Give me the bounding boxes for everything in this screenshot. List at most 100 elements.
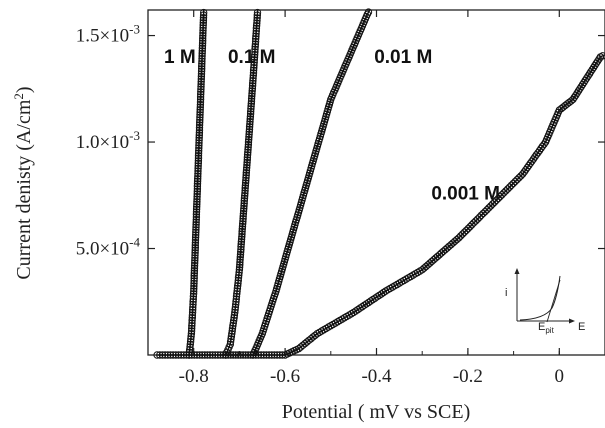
data-point bbox=[513, 175, 521, 184]
data-point bbox=[246, 110, 255, 118]
data-point bbox=[273, 351, 281, 359]
data-point bbox=[189, 292, 198, 301]
data-point bbox=[199, 21, 207, 29]
data-point bbox=[191, 249, 199, 257]
data-point bbox=[234, 282, 242, 290]
data-point bbox=[195, 141, 203, 150]
data-point bbox=[211, 351, 219, 359]
data-point bbox=[253, 14, 261, 22]
data-point bbox=[237, 240, 245, 249]
data-point bbox=[246, 115, 254, 123]
data-point bbox=[249, 69, 258, 77]
data-point bbox=[235, 266, 244, 274]
inset-epit-main: E bbox=[538, 321, 545, 333]
data-point bbox=[193, 198, 201, 206]
data-point bbox=[196, 103, 205, 111]
data-point bbox=[187, 332, 195, 341]
data-point bbox=[483, 206, 491, 214]
data-point bbox=[172, 351, 180, 359]
data-point bbox=[195, 144, 203, 152]
data-point bbox=[236, 255, 244, 264]
data-point bbox=[237, 248, 245, 256]
data-point bbox=[251, 45, 259, 53]
series-1-m bbox=[153, 8, 208, 359]
series-label: 0.1 M bbox=[228, 47, 276, 68]
data-point bbox=[511, 177, 519, 186]
data-point bbox=[190, 269, 199, 277]
data-point bbox=[190, 279, 198, 288]
data-point bbox=[194, 149, 203, 157]
data-point bbox=[195, 134, 203, 142]
inset-x-label: E bbox=[578, 321, 585, 333]
series-0-01-m bbox=[222, 8, 373, 359]
inset-epit-sub: pit bbox=[545, 326, 554, 335]
data-point bbox=[492, 196, 501, 205]
data-point bbox=[243, 163, 251, 172]
data-point bbox=[464, 224, 472, 233]
data-point bbox=[226, 338, 235, 346]
data-point bbox=[244, 138, 253, 146]
data-point bbox=[187, 327, 196, 335]
data-point bbox=[196, 116, 204, 124]
data-point bbox=[198, 351, 206, 359]
data-point bbox=[240, 197, 249, 205]
data-point bbox=[242, 166, 251, 174]
data-point bbox=[494, 194, 502, 203]
data-point bbox=[189, 290, 198, 298]
data-point bbox=[245, 133, 253, 141]
inset-y-label: i bbox=[505, 287, 507, 299]
data-point bbox=[250, 61, 258, 69]
y-axis-title-end: ) bbox=[13, 86, 35, 93]
data-point bbox=[198, 60, 206, 68]
data-point bbox=[239, 207, 248, 215]
data-point bbox=[199, 19, 208, 27]
data-point bbox=[240, 194, 249, 203]
data-point bbox=[462, 226, 470, 235]
data-point bbox=[196, 93, 205, 101]
data-point bbox=[192, 228, 200, 237]
data-point bbox=[228, 327, 236, 335]
data-point bbox=[198, 44, 207, 52]
data-point bbox=[188, 311, 197, 319]
x-tick-label: 0 bbox=[555, 366, 565, 387]
data-point bbox=[188, 314, 197, 322]
data-point bbox=[161, 351, 169, 359]
data-point bbox=[257, 351, 265, 359]
data-point bbox=[246, 120, 254, 128]
data-point bbox=[195, 129, 204, 137]
data-point bbox=[244, 146, 252, 154]
data-point bbox=[245, 123, 254, 131]
series-label: 0.01 M bbox=[374, 47, 432, 68]
data-point bbox=[250, 64, 258, 72]
data-point bbox=[192, 221, 200, 229]
data-point bbox=[186, 343, 194, 351]
data-point bbox=[247, 105, 255, 113]
data-point bbox=[194, 167, 202, 175]
data-point bbox=[191, 254, 199, 262]
data-point bbox=[233, 287, 241, 295]
data-point bbox=[194, 164, 202, 173]
data-point bbox=[246, 117, 254, 126]
data-point bbox=[268, 351, 276, 359]
data-point bbox=[186, 340, 195, 349]
data-point bbox=[229, 319, 238, 327]
data-point bbox=[238, 230, 246, 238]
data-point bbox=[153, 351, 161, 359]
data-point bbox=[187, 335, 195, 343]
data-point bbox=[198, 52, 206, 60]
data-point bbox=[249, 74, 257, 82]
data-point bbox=[233, 290, 241, 298]
data-point bbox=[227, 332, 236, 341]
data-point bbox=[251, 40, 260, 48]
data-point bbox=[196, 100, 205, 109]
data-point bbox=[198, 65, 206, 73]
inset-y-arrow bbox=[514, 268, 520, 274]
data-point bbox=[253, 11, 261, 19]
data-point bbox=[195, 139, 203, 147]
data-point bbox=[190, 277, 198, 285]
data-point bbox=[248, 84, 257, 93]
data-point bbox=[198, 47, 207, 55]
data-point bbox=[509, 179, 517, 188]
data-point bbox=[248, 82, 257, 90]
data-point bbox=[242, 176, 250, 185]
